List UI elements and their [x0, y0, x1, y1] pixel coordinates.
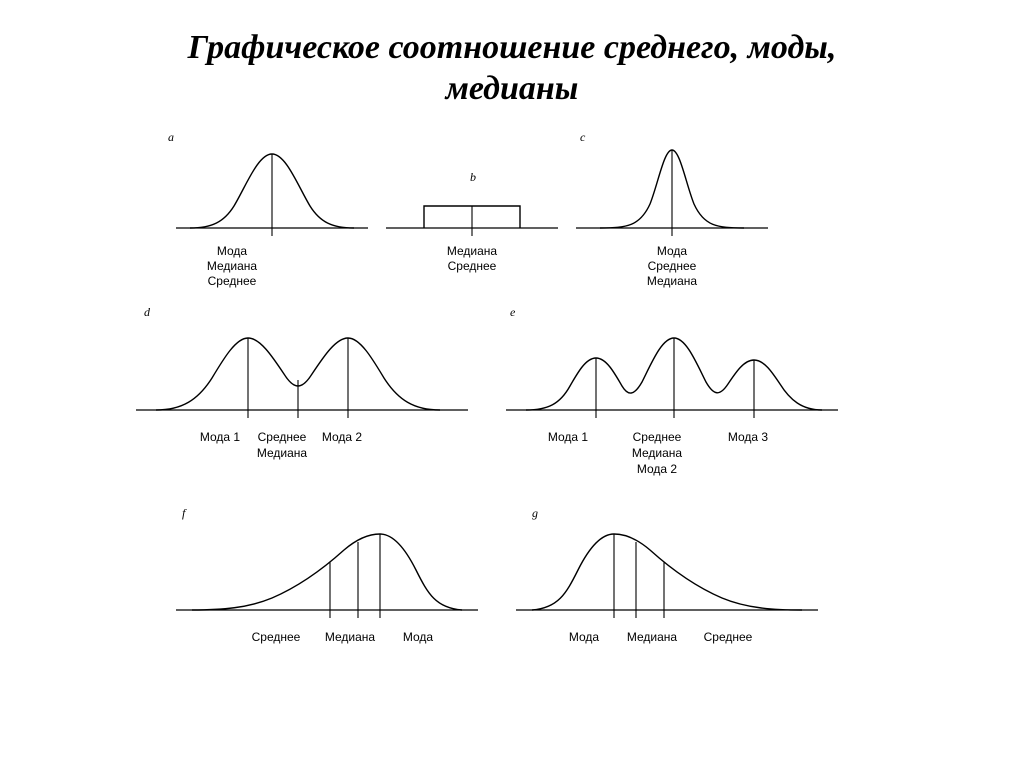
panel-d: [132, 320, 472, 430]
panel-b: [382, 172, 562, 250]
charts-area: a МодаМедианаСреднее b МедианаСреднее c …: [132, 130, 892, 700]
panel-f-labels: СреднееМедианаМода: [172, 630, 482, 646]
panel-e-verticals: [596, 338, 754, 418]
panel-g-curve: [532, 534, 802, 610]
panel-a-labels: МодаМедианаСреднее: [192, 244, 272, 289]
panel-b-svg: [382, 172, 562, 250]
page-title: Графическое соотношение среднего, моды, …: [188, 28, 837, 110]
panel-c: [572, 140, 772, 250]
panel-g-letter: g: [532, 506, 538, 521]
panel-f-curve: [192, 534, 462, 610]
panel-e: [502, 320, 842, 430]
panel-f-svg: [172, 520, 482, 630]
panel-a-svg: [172, 140, 372, 250]
panel-a: [172, 140, 372, 250]
panel-g-svg: [512, 520, 822, 630]
panel-f-letter: f: [182, 506, 185, 521]
panel-g-labels: МодаМедианаСреднее: [512, 630, 822, 646]
panel-c-labels: МодаСреднееМедиана: [632, 244, 712, 289]
panel-e-labels: Мода 1СреднееМода 3МедианаМода 2: [502, 430, 842, 478]
panel-g: [512, 520, 822, 630]
panel-d-svg: [132, 320, 472, 430]
panel-d-verticals: [248, 338, 348, 418]
title-line-2: медианы: [446, 70, 579, 107]
panel-f-verticals: [330, 534, 380, 618]
title-line-1: Графическое соотношение среднего, моды,: [188, 29, 837, 66]
panel-f: [172, 520, 482, 630]
panel-d-letter: d: [144, 305, 150, 320]
panel-b-labels: МедианаСреднее: [432, 244, 512, 274]
panel-g-verticals: [614, 534, 664, 618]
panel-e-svg: [502, 320, 842, 430]
panel-e-letter: e: [510, 305, 515, 320]
panel-d-labels: Мода 1СреднееМода 2Медиана: [132, 430, 472, 462]
panel-c-svg: [572, 140, 772, 250]
